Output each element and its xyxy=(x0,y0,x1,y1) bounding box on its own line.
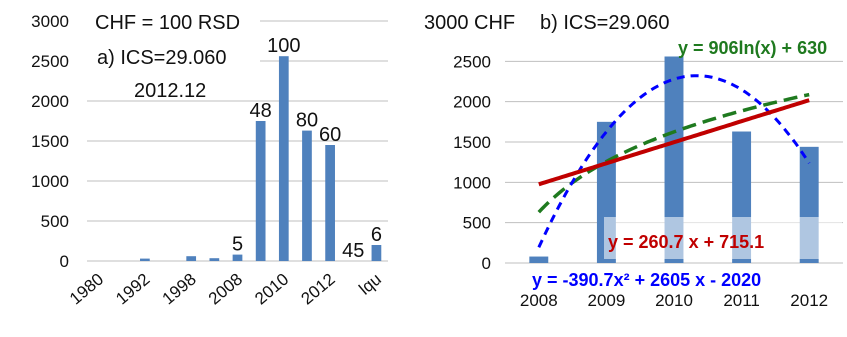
left-y-tick-label: 0 xyxy=(60,252,69,271)
right-y-tick-label: 1000 xyxy=(453,173,491,192)
right-x-tick-label: 2010 xyxy=(655,291,693,310)
left-bar-data-label: 5 xyxy=(232,234,243,256)
right-y-tick-label: 500 xyxy=(463,214,491,233)
equation-backdrop xyxy=(604,217,842,259)
right-annotation-currency: 3000 CHF xyxy=(424,12,515,34)
left-bar xyxy=(371,245,382,261)
right-chart-panel: 0 500 1000 1500 2000 2500 2008 2009 2010 2011 2012 xyxy=(453,52,843,310)
left-y-tick-label: 3000 xyxy=(31,12,69,31)
right-x-tick-label: 2008 xyxy=(520,291,558,310)
left-bar-data-label: 100 xyxy=(267,35,300,57)
left-bar-data-label: 60 xyxy=(319,124,341,146)
left-bar-data-label: 80 xyxy=(296,110,318,132)
left-annotation-date: 2012.12 xyxy=(134,80,206,102)
left-y-tick-label: 1000 xyxy=(31,172,69,191)
left-bar xyxy=(302,130,312,261)
left-x-tick-label: lqu xyxy=(355,270,385,299)
left-bar xyxy=(232,254,243,261)
left-x-tick-label: 2008 xyxy=(205,270,246,309)
left-x-tick-label: 1980 xyxy=(66,270,107,309)
linear-trendline-equation: y = 260.7 x + 715.1 xyxy=(608,232,764,252)
left-x-tick-label: 2010 xyxy=(251,270,292,309)
left-bar xyxy=(186,256,197,261)
left-annotation-ics: a) ICS=29.060 xyxy=(97,47,227,69)
left-y-tick-label: 500 xyxy=(41,212,69,231)
left-y-tick-label: 2000 xyxy=(31,92,69,111)
left-bar xyxy=(325,145,335,261)
left-y-tick-label: 1500 xyxy=(31,132,69,151)
left-bar xyxy=(255,121,266,261)
left-x-tick-label: 1992 xyxy=(112,270,153,309)
right-bar xyxy=(664,56,684,263)
right-y-tick-label: 2500 xyxy=(453,52,491,71)
right-y-tick-label: 2000 xyxy=(453,93,491,112)
left-x-tick-label: 1998 xyxy=(159,270,200,309)
left-y-tick-label: 2500 xyxy=(31,52,69,71)
left-bar-data-label: 48 xyxy=(250,100,272,122)
log-trendline-equation: y = 906ln(x) + 630 xyxy=(678,38,827,58)
left-bar-data-label: 45 xyxy=(342,240,364,262)
left-bar xyxy=(278,56,289,262)
left-x-tick-label: 2012 xyxy=(297,270,338,309)
right-y-tick-label: 0 xyxy=(482,254,491,273)
left-bar-data-label: 6 xyxy=(371,224,382,246)
right-annotation-ics: b) ICS=29.060 xyxy=(540,12,670,34)
left-annotation-exchange: CHF = 100 RSD xyxy=(95,12,240,34)
right-bar xyxy=(529,256,549,263)
right-y-tick-label: 1500 xyxy=(453,133,491,152)
right-x-tick-label: 2009 xyxy=(587,291,625,310)
linear-trendline xyxy=(538,98,810,187)
right-x-tick-label: 2012 xyxy=(790,291,828,310)
log-trendline xyxy=(537,92,810,214)
left-bar xyxy=(140,258,150,261)
poly-trendline-equation: y = -390.7x² + 2605 x - 2020 xyxy=(532,270,761,290)
right-x-tick-label: 2011 xyxy=(723,291,760,310)
left-bar xyxy=(209,258,220,261)
left-annotation-bg xyxy=(82,8,260,100)
